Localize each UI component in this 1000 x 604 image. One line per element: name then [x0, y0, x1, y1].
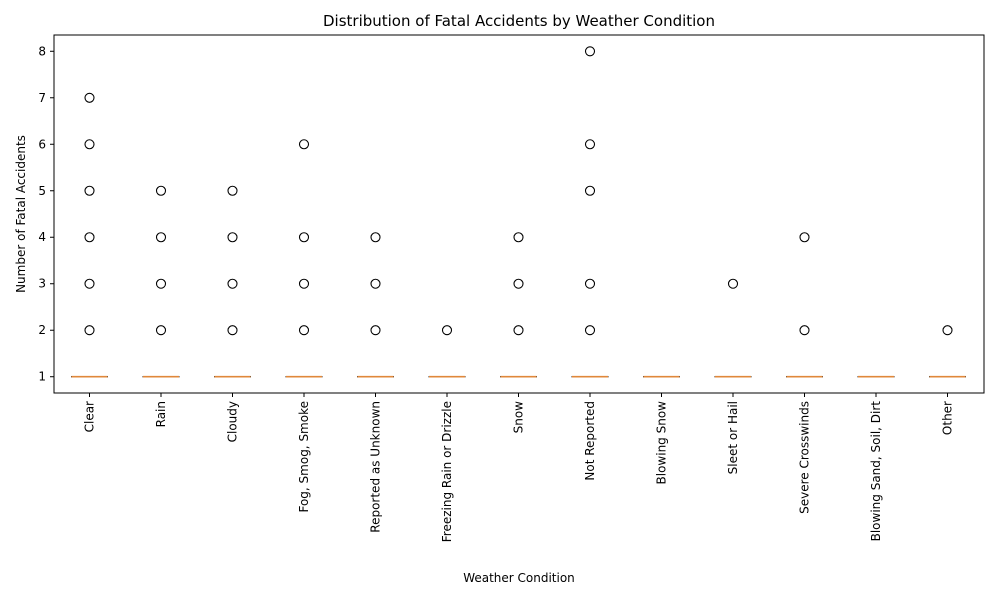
outlier-point	[800, 233, 809, 242]
x-axis-label: Weather Condition	[463, 571, 575, 585]
outlier-point	[85, 140, 94, 149]
y-tick-label: 2	[38, 323, 46, 337]
outlier-point	[157, 233, 166, 242]
outlier-point	[729, 279, 738, 288]
y-tick-label: 6	[38, 137, 46, 151]
outlier-point	[85, 233, 94, 242]
outlier-point	[371, 279, 380, 288]
outlier-point	[85, 186, 94, 195]
outlier-point	[228, 186, 237, 195]
outlier-point	[157, 186, 166, 195]
outlier-point	[228, 233, 237, 242]
chart-title: Distribution of Fatal Accidents by Weath…	[323, 12, 715, 30]
outlier-point	[228, 326, 237, 335]
y-axis-label: Number of Fatal Accidents	[14, 135, 28, 293]
x-tick-label: Blowing Sand, Soil, Dirt	[869, 401, 883, 542]
outlier-point	[85, 279, 94, 288]
x-tick-label: Cloudy	[226, 401, 240, 442]
x-tick-label: Sleet or Hail	[726, 401, 740, 474]
outlier-point	[443, 326, 452, 335]
outlier-point	[586, 326, 595, 335]
outlier-point	[85, 326, 94, 335]
x-tick-label: Snow	[512, 401, 526, 434]
outlier-point	[586, 47, 595, 56]
x-tick-label: Not Reported	[583, 401, 597, 481]
outlier-point	[300, 233, 309, 242]
outlier-point	[300, 326, 309, 335]
x-tick-label: Blowing Snow	[655, 401, 669, 485]
x-tick-label: Other	[941, 401, 955, 435]
y-tick-label: 5	[38, 184, 46, 198]
x-tick-label: Clear	[83, 401, 97, 432]
outlier-point	[300, 279, 309, 288]
outlier-point	[586, 279, 595, 288]
y-tick-label: 3	[38, 277, 46, 291]
x-tick-label: Rain	[154, 401, 168, 427]
plot-area: 1 2 3 4 5 6 7 8 Clear Rain Cloudy Fog, Smog, Smoke R…	[38, 44, 965, 542]
outlier-point	[371, 326, 380, 335]
outlier-point	[943, 326, 952, 335]
plot-frame	[54, 35, 984, 393]
outlier-point	[228, 279, 237, 288]
y-tick-label: 7	[38, 91, 46, 105]
outlier-point	[586, 186, 595, 195]
x-tick-label: Freezing Rain or Drizzle	[440, 401, 454, 542]
outlier-point	[514, 279, 523, 288]
x-tick-label: Severe Crosswinds	[798, 401, 812, 514]
y-tick-label: 4	[38, 230, 46, 244]
outlier-point	[85, 93, 94, 102]
y-tick-label: 8	[38, 44, 46, 58]
outlier-point	[514, 326, 523, 335]
outlier-point	[300, 140, 309, 149]
outlier-point	[586, 140, 595, 149]
outlier-point	[157, 326, 166, 335]
outlier-point	[514, 233, 523, 242]
outlier-point	[800, 326, 809, 335]
y-tick-label: 1	[38, 370, 46, 384]
x-tick-label: Fog, Smog, Smoke	[297, 401, 311, 513]
outlier-point	[157, 279, 166, 288]
x-tick-label: Reported as Unknown	[369, 401, 383, 533]
outlier-point	[371, 233, 380, 242]
